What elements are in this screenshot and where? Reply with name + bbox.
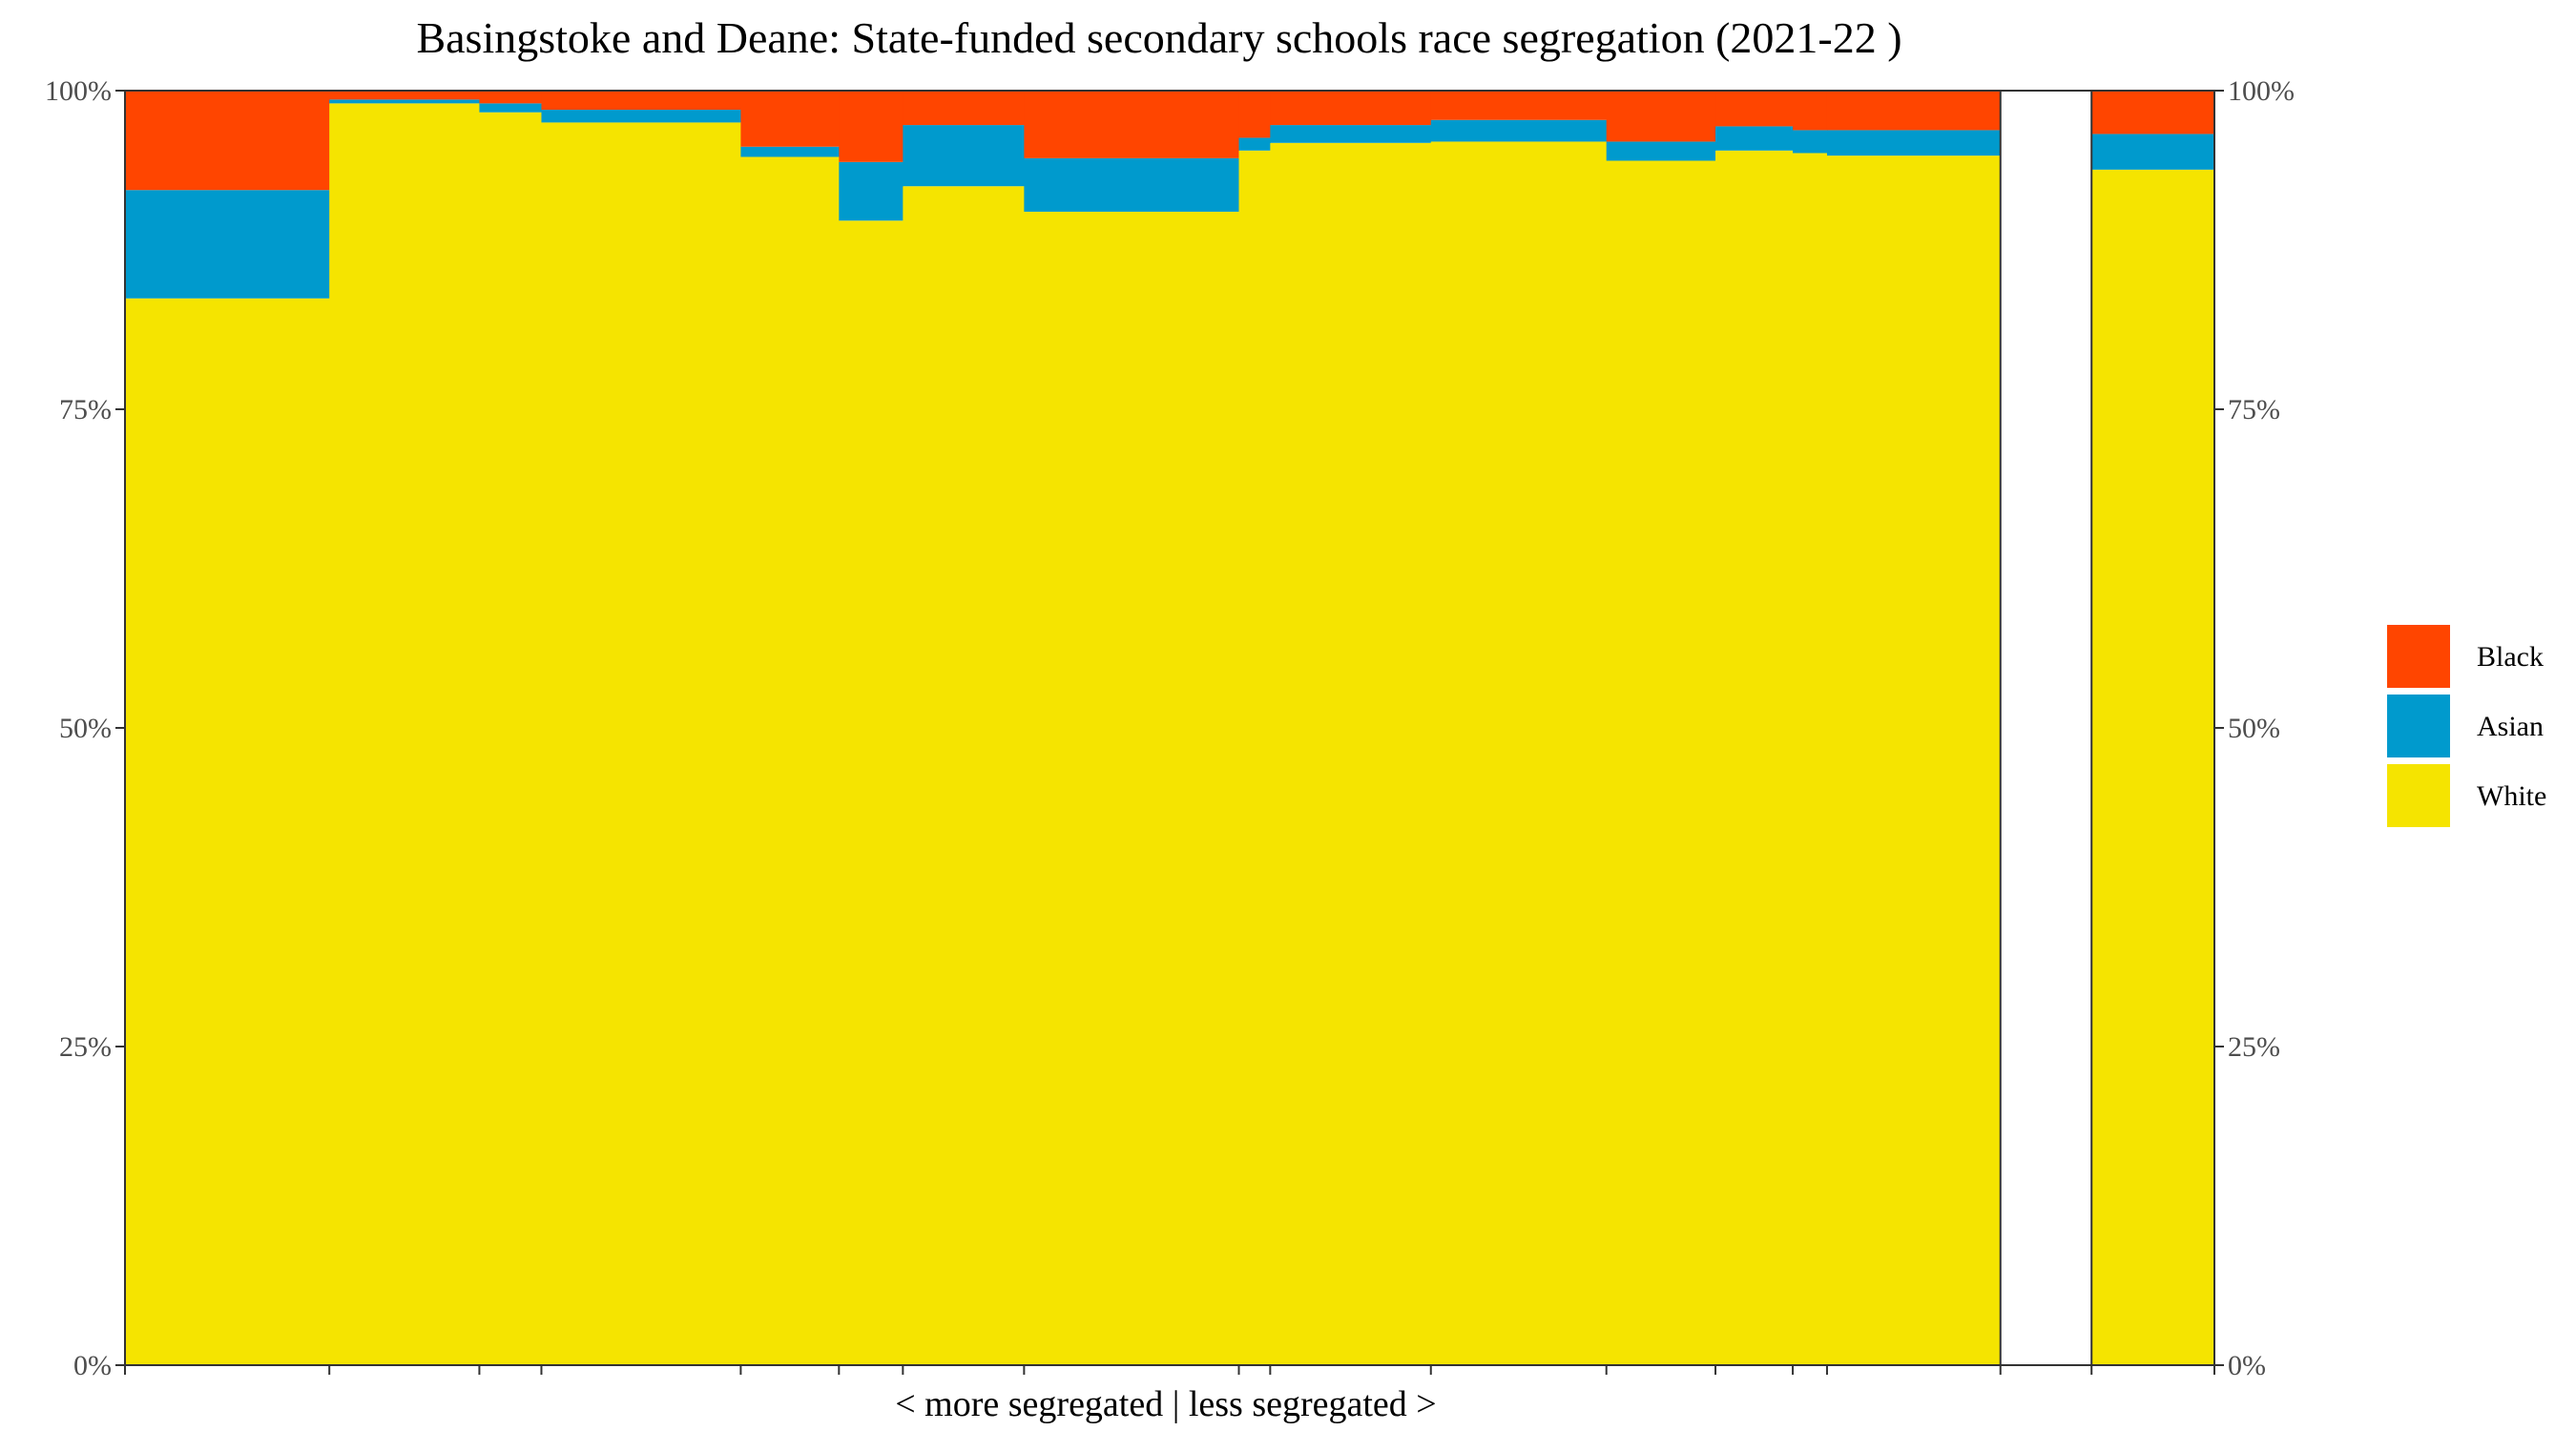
- legend-swatch-asian: [2387, 695, 2450, 757]
- bar-segment-13-white: [1715, 150, 1794, 1366]
- y-tick-label-left: 50%: [59, 713, 112, 744]
- bar-segment-13-black: [1715, 91, 1794, 127]
- bar-segment-15-black: [1826, 91, 2002, 131]
- bar-segment-overall-black: [2091, 91, 2215, 135]
- bar-segment-14-white: [1793, 153, 1828, 1366]
- bar-segment-1-white: [125, 298, 330, 1365]
- bar-segment-9-black: [1238, 91, 1271, 138]
- y-tick-label-left: 25%: [59, 1031, 112, 1063]
- bar-segment-7-black: [903, 91, 1025, 126]
- bar-segment-overall-white: [2091, 169, 2215, 1365]
- bar-segment-2-white: [329, 103, 481, 1366]
- bar-segment-14-black: [1793, 91, 1828, 131]
- legend-label-asian: Asian: [2477, 711, 2544, 742]
- y-tick-label-left: 75%: [59, 394, 112, 425]
- bar-segment-13-asian: [1715, 126, 1794, 151]
- bar-segment-5-asian: [740, 146, 840, 157]
- y-tick-label-right: 0%: [2228, 1350, 2266, 1381]
- y-tick-label-left: 0%: [73, 1350, 112, 1381]
- y-axis-left: 0% 25% 50% 75% 100%: [45, 75, 125, 1381]
- bar-segment-11-white: [1430, 141, 1608, 1366]
- bar-segment-15-white: [1826, 156, 2002, 1366]
- legend: Black Asian White: [2387, 625, 2546, 827]
- bar-segment-10-black: [1270, 91, 1432, 126]
- y-tick-label-right: 50%: [2228, 713, 2280, 744]
- bar-segment-11-black: [1430, 91, 1608, 120]
- bar-segment-3-asian: [479, 103, 543, 113]
- bar-segment-10-white: [1270, 142, 1432, 1365]
- bar-segment-overall-asian: [2091, 134, 2215, 170]
- bar-segment-7-asian: [903, 125, 1025, 187]
- bar-segment-8-white: [1024, 211, 1240, 1365]
- bar-segment-4-white: [541, 122, 741, 1365]
- chart-title: Basingstoke and Deane: State-funded seco…: [416, 13, 1901, 62]
- bar-segment-10-asian: [1270, 125, 1432, 143]
- bar-segment-4-black: [541, 91, 741, 111]
- bar-segment-9-asian: [1238, 137, 1271, 151]
- x-axis-ticks: [124, 1365, 2215, 1375]
- bar-segment-7-white: [903, 186, 1025, 1366]
- bar-segment-12-white: [1606, 160, 1716, 1366]
- bar-segment-15-asian: [1826, 130, 2002, 156]
- bar-segment-9-white: [1238, 150, 1271, 1366]
- bar-segment-6-black: [839, 91, 904, 162]
- bar-segment-1-black: [125, 91, 330, 191]
- bar-segment-5-white: [740, 156, 840, 1365]
- legend-label-white: White: [2477, 780, 2546, 812]
- y-tick-label-right: 75%: [2228, 394, 2280, 425]
- y-tick-label-right: 25%: [2228, 1031, 2280, 1063]
- bar-segment-3-white: [479, 112, 543, 1365]
- bar-segment-4-asian: [541, 110, 741, 123]
- bar-segment-6-asian: [839, 161, 904, 221]
- legend-swatch-white: [2387, 764, 2450, 827]
- x-axis-title: < more segregated | less segregated >: [895, 1384, 1436, 1424]
- bar-segment-5-black: [740, 91, 840, 147]
- bar-segment-3-black: [479, 91, 543, 104]
- legend-label-black: Black: [2477, 641, 2544, 673]
- bar-segment-14-asian: [1793, 130, 1828, 154]
- bars-group: [125, 91, 2215, 1366]
- bar-segment-11-asian: [1430, 119, 1608, 142]
- y-tick-label-left: 100%: [45, 75, 112, 107]
- y-tick-label-right: 100%: [2228, 75, 2295, 107]
- bar-segment-1-asian: [125, 190, 330, 299]
- legend-swatch-black: [2387, 625, 2450, 688]
- bar-segment-6-white: [839, 220, 904, 1366]
- y-axis-right: 0% 25% 50% 75% 100%: [2214, 75, 2295, 1381]
- bar-segment-2-asian: [329, 99, 481, 104]
- bar-segment-12-black: [1606, 91, 1716, 142]
- bar-segment-8-asian: [1024, 157, 1240, 212]
- bar-segment-8-black: [1024, 91, 1240, 158]
- gap-area: [2000, 91, 2092, 1365]
- bar-segment-12-asian: [1606, 141, 1716, 161]
- bar-segment-2-black: [329, 91, 481, 100]
